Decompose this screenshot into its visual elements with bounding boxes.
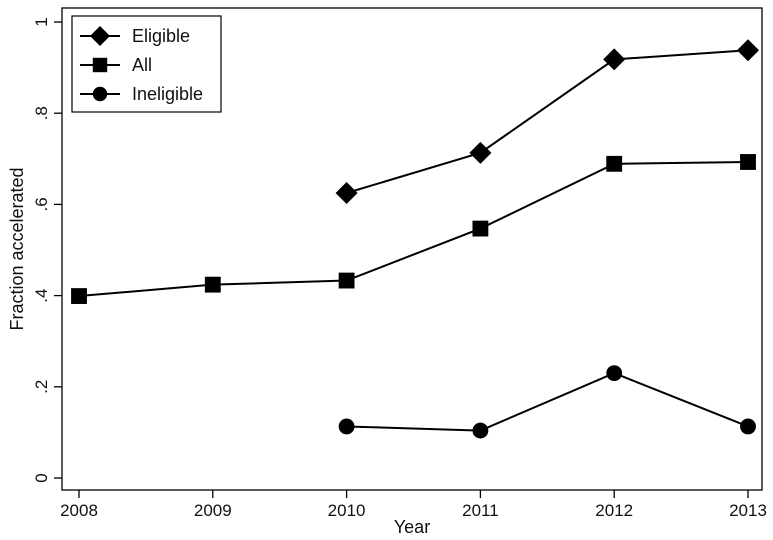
- legend-label-eligible: Eligible: [132, 26, 190, 46]
- legend-label-all: All: [132, 55, 152, 75]
- series-ineligible: [338, 365, 756, 439]
- series-eligible: [335, 39, 759, 204]
- x-axis-title: Year: [394, 517, 430, 537]
- legend-label-ineligible: Ineligible: [132, 84, 203, 104]
- series-line-ineligible: [346, 372, 749, 432]
- y-tick-label: .4: [32, 289, 51, 303]
- y-tick-label: .6: [32, 197, 51, 211]
- data-point-eligible: [737, 39, 759, 62]
- legend-marker-all: [92, 57, 108, 73]
- data-point-ineligible: [472, 422, 489, 439]
- legend-marker-ineligible: [92, 86, 108, 102]
- series-line-all: [78, 160, 749, 298]
- y-tick-label: .8: [32, 106, 51, 120]
- x-tick-label: 2011: [462, 501, 499, 520]
- series-line-eligible: [346, 49, 749, 194]
- series-layer: [71, 39, 759, 439]
- y-tick-label: .2: [32, 380, 51, 394]
- axes-layer: 2008 2009 2010 2011 2012 2013 0 .2 .4 .6 .8 1: [32, 7, 767, 520]
- legend-marker-eligible: [90, 26, 110, 46]
- x-tick-label: 2012: [595, 501, 633, 520]
- x-tick-label: 2010: [328, 501, 366, 520]
- data-point-ineligible: [606, 365, 623, 382]
- y-tick-label: 1: [32, 17, 51, 26]
- legend: Eligible All Ineligible: [71, 15, 222, 113]
- data-point-all: [606, 155, 623, 172]
- data-point-all: [71, 288, 87, 304]
- data-point-eligible: [603, 48, 626, 71]
- data-point-ineligible: [740, 418, 756, 435]
- x-tick-label: 2009: [194, 501, 232, 520]
- data-point-all: [740, 154, 756, 170]
- y-axis-title: Fraction accelerated: [7, 167, 27, 330]
- data-point-all: [472, 220, 489, 237]
- data-point-ineligible: [338, 418, 355, 435]
- legend-item-all: All: [80, 55, 152, 75]
- data-point-all: [338, 272, 355, 289]
- data-point-eligible: [335, 182, 358, 204]
- y-tick-label: 0: [32, 473, 51, 482]
- data-point-all: [204, 276, 221, 293]
- x-tick-label: 2008: [60, 501, 98, 520]
- legend-item-eligible: Eligible: [80, 26, 190, 46]
- x-tick-label: 2013: [729, 501, 767, 520]
- legend-item-ineligible: Ineligible: [80, 84, 203, 104]
- series-all: [71, 154, 756, 304]
- plot-frame: [61, 7, 763, 491]
- data-point-eligible: [469, 141, 492, 164]
